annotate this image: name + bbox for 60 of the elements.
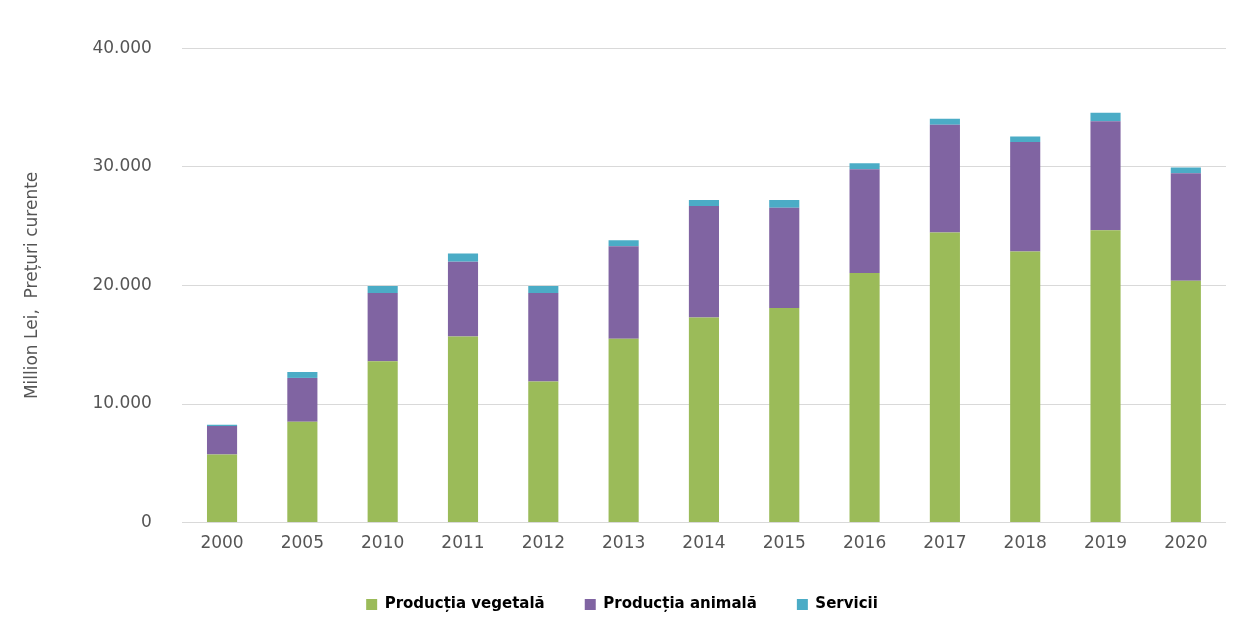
y-tick-label: 30.000 xyxy=(92,155,152,176)
legend-label: Servicii xyxy=(815,594,878,613)
legend-label: Producția animală xyxy=(603,594,757,613)
bar xyxy=(769,200,800,208)
bar xyxy=(929,232,960,523)
bar xyxy=(528,381,559,523)
x-tick-label: 2015 xyxy=(762,532,806,553)
bar xyxy=(447,336,479,523)
x-tick-label: 2020 xyxy=(1164,532,1208,553)
bar xyxy=(206,454,238,523)
bar xyxy=(206,425,238,455)
bar xyxy=(608,338,639,523)
x-tick-label: 2013 xyxy=(601,532,646,553)
bar xyxy=(1090,121,1121,231)
x-tick-label: 2010 xyxy=(361,532,405,553)
bar xyxy=(1170,173,1201,281)
bar xyxy=(1010,141,1041,252)
bar xyxy=(367,285,398,294)
bar xyxy=(608,246,639,339)
bar xyxy=(447,253,479,262)
bar xyxy=(367,361,398,523)
bar xyxy=(688,200,719,206)
x-tick-label: 2000 xyxy=(200,532,244,553)
bar xyxy=(1170,167,1201,174)
bar xyxy=(1090,112,1121,122)
x-tick-label: 2017 xyxy=(923,532,967,553)
x-tick-label: 2016 xyxy=(842,532,887,553)
x-tick-label: 2012 xyxy=(521,532,565,553)
bar xyxy=(849,163,880,170)
x-tick-label: 2005 xyxy=(280,532,324,553)
x-tick-label: 2019 xyxy=(1083,532,1128,553)
bar xyxy=(929,124,960,233)
bar xyxy=(688,205,719,318)
bar xyxy=(769,207,800,308)
x-tick-label: 2014 xyxy=(682,532,726,553)
y-tick-label: 40.000 xyxy=(92,36,152,57)
bar xyxy=(849,272,880,523)
bar xyxy=(528,293,559,382)
bar xyxy=(929,118,960,125)
x-tick-label: 2018 xyxy=(1003,532,1047,553)
bar xyxy=(528,285,559,294)
legend-label: Producția vegetală xyxy=(384,594,545,613)
bar xyxy=(287,371,318,378)
bar xyxy=(367,293,398,362)
bar xyxy=(1170,280,1201,523)
x-tick-label: 2011 xyxy=(441,532,485,553)
y-tick-label: 0 xyxy=(141,511,152,532)
bar xyxy=(1010,251,1041,523)
bar xyxy=(608,240,639,247)
bar xyxy=(769,307,800,523)
bar xyxy=(447,261,479,337)
y-axis-title: Million Lei, Prețuri curente xyxy=(20,171,41,400)
bar xyxy=(1010,136,1041,142)
bar xyxy=(287,377,318,422)
bar xyxy=(1090,230,1121,523)
y-tick-label: 10.000 xyxy=(92,392,152,413)
bar xyxy=(688,317,719,523)
y-tick-label: 20.000 xyxy=(92,273,152,294)
bar xyxy=(849,169,880,273)
bar xyxy=(287,421,318,523)
